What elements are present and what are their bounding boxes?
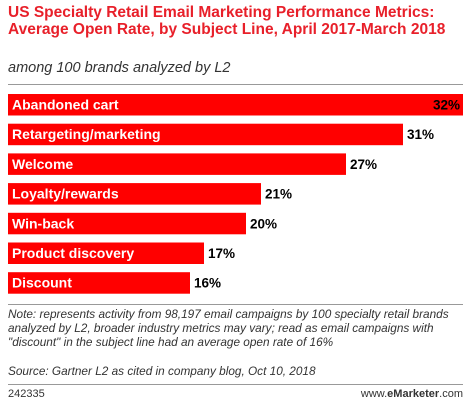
chart-note: Note: represents activity from 98,197 em… xyxy=(8,307,449,349)
brand-prefix: www. xyxy=(360,388,388,400)
bar-5 xyxy=(8,242,204,264)
bar-category-label: Retargeting/marketing xyxy=(12,126,161,142)
bar-chart: Abandoned cart 32% Retargeting/marketing 31… xyxy=(8,94,463,294)
bar-0 xyxy=(8,94,463,116)
chart-title: US Specialty Retail Email Marketing Perf… xyxy=(8,4,446,38)
bar-category-label: Win-back xyxy=(12,215,74,231)
bar-category-label: Welcome xyxy=(12,156,73,172)
bar-category-label: Discount xyxy=(12,275,72,291)
bar-value-label: 17% xyxy=(208,246,235,261)
bar-category-label: Product discovery xyxy=(12,245,134,261)
brand-suffix: .com xyxy=(439,388,463,400)
brand-name: eMarketer xyxy=(387,388,440,400)
bar-value-label: 16% xyxy=(194,276,221,291)
bar-value-label: 20% xyxy=(250,216,277,231)
bar-4 xyxy=(8,212,246,235)
footer-divider xyxy=(8,304,463,305)
bar-1 xyxy=(8,123,403,146)
bar-2 xyxy=(8,153,346,175)
brand-link[interactable]: www.eMarketer.com xyxy=(361,388,463,401)
top-divider xyxy=(8,84,463,85)
bar-category-label: Loyalty/rewards xyxy=(12,186,119,202)
bar-6 xyxy=(8,272,190,294)
bar-value-label: 31% xyxy=(407,127,434,142)
bar-3 xyxy=(8,183,261,205)
chart-id: 242335 xyxy=(8,388,45,400)
bar-value-label: 21% xyxy=(265,187,292,202)
bar-value-label: 32% xyxy=(433,98,460,113)
chart-subtitle: among 100 brands analyzed by L2 xyxy=(8,60,231,76)
bottom-divider xyxy=(8,384,463,385)
bar-category-label: Abandoned cart xyxy=(12,97,119,113)
bar-value-label: 27% xyxy=(350,157,377,172)
chart-source: Source: Gartner L2 as cited in company b… xyxy=(8,364,316,378)
